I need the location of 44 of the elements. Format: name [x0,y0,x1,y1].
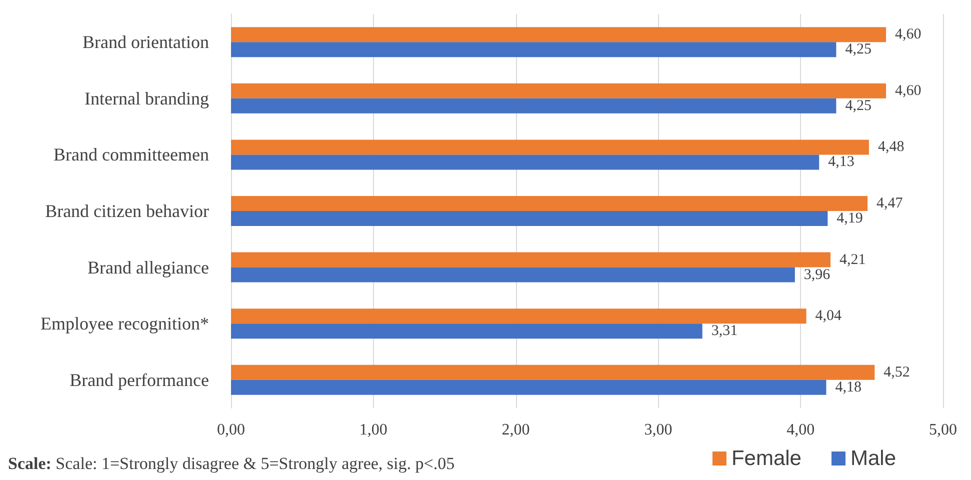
bar [231,252,831,268]
y-tick-label: Brand citizen behavior [45,201,209,221]
bar [231,140,869,155]
x-tick-label: 4,00 [786,422,815,438]
bar [231,380,826,395]
bar [231,211,828,226]
data-label: 4,18 [835,379,862,396]
data-label: 4,19 [836,210,863,226]
bar [231,98,836,114]
data-label: 3,31 [711,323,738,340]
bar [231,154,820,170]
bar [231,196,868,211]
data-label: 4,25 [845,98,872,114]
data-label: 4,52 [884,364,910,380]
y-tick-label: Internal branding [84,88,209,108]
x-tick-label: 5,00 [929,422,957,438]
bar [231,42,836,58]
bar [231,324,702,339]
x-tick-label: 2,00 [502,422,530,438]
data-label: 4,04 [815,308,842,324]
legend-label: Female [731,447,802,470]
data-label: 4,47 [876,196,904,212]
y-tick-label: Brand allegiance [88,257,209,278]
bar [231,308,806,324]
data-label: 4,60 [895,82,922,99]
bar [231,267,795,282]
data-label: 4,25 [845,42,872,58]
data-label: 4,60 [895,26,922,43]
bar [231,364,875,380]
legend-label: Male [850,447,896,470]
y-tick-label: Brand orientation [82,32,209,52]
data-label: 4,13 [828,154,854,170]
y-tick-label: Brand performance [70,370,210,390]
y-tick-label: Brand committeemen [54,144,209,165]
x-tick-label: 3,00 [644,422,672,438]
data-label: 3,96 [804,266,831,283]
data-label: 4,21 [840,252,866,268]
x-tick-label: 1,00 [359,422,388,438]
x-tick-label: 0,00 [217,422,245,438]
data-label: 4,48 [878,139,904,156]
y-tick-label: Employee recognition* [40,314,209,334]
bar [231,83,886,98]
bar [231,27,886,42]
text: Scale: Scale: 1=Strongly disagree & 5=Strongly agree, sig. p<.05 [8,454,455,473]
